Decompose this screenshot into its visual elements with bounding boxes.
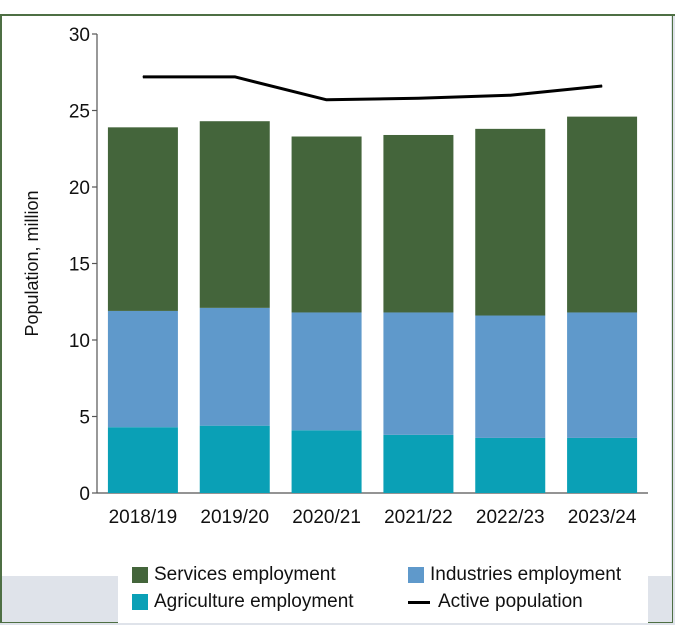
active-population-point-2	[326, 99, 328, 101]
legend-item-active: Active population	[408, 591, 583, 613]
chart-top-bar	[0, 0, 675, 16]
chart-legend: Services employment Industries employmen…	[118, 551, 648, 623]
legend-swatch-agriculture	[132, 594, 148, 610]
y-tick-label: 25	[69, 102, 90, 123]
x-tick-label: 2022/23	[476, 507, 545, 528]
y-axis-title: Population, million	[22, 190, 42, 336]
bar-services-1	[199, 121, 270, 308]
bar-agriculture-4	[475, 437, 546, 493]
labels-layer: 0 5 10 15 20 25 30 Population, million 2018/19 20…	[22, 25, 637, 528]
bar-industries-1	[199, 307, 270, 426]
x-tick-label: 2019/20	[200, 507, 269, 528]
axes-layer	[92, 33, 648, 494]
y-tick-label: 5	[79, 408, 90, 429]
legend-item-industries: Industries employment	[408, 564, 621, 586]
y-tick-label: 10	[69, 331, 90, 352]
bar-agriculture-0	[107, 427, 178, 493]
active-population-point-5	[601, 85, 603, 87]
x-tick-label: 2023/24	[568, 507, 637, 528]
bar-industries-0	[107, 310, 178, 428]
bar-industries-4	[475, 315, 546, 438]
legend-swatch-services	[132, 567, 148, 583]
legend-label-industries: Industries employment	[430, 564, 622, 585]
x-tick-label: 2020/21	[292, 507, 361, 528]
bar-agriculture-1	[199, 425, 270, 493]
x-tick-label: 2018/19	[109, 507, 178, 528]
y-tick-label: 0	[79, 484, 90, 505]
bar-services-2	[291, 136, 362, 313]
bars-layer	[107, 116, 638, 493]
bar-services-3	[383, 134, 454, 313]
active-population-point-0	[142, 76, 144, 78]
y-tick-label: 30	[69, 25, 90, 46]
active-population-line	[142, 75, 603, 102]
legend-swatch-industries	[408, 567, 424, 583]
legend-label-agriculture: Agriculture employment	[154, 591, 354, 612]
legend-item-agriculture: Agriculture employment	[132, 591, 354, 613]
bar-services-0	[107, 127, 178, 311]
bar-industries-5	[567, 312, 638, 438]
bar-services-5	[567, 116, 638, 313]
line-layer	[142, 75, 603, 102]
bar-services-4	[475, 128, 546, 316]
legend-label-services: Services employment	[154, 564, 336, 585]
active-population-point-1	[234, 76, 236, 78]
legend-label-active: Active population	[438, 591, 583, 612]
bar-industries-2	[291, 312, 362, 431]
active-population-point-3	[417, 97, 419, 99]
bar-agriculture-5	[567, 437, 638, 493]
bar-industries-3	[383, 312, 454, 435]
bar-agriculture-2	[291, 430, 362, 493]
bar-agriculture-3	[383, 434, 454, 493]
active-population-point-4	[509, 94, 511, 96]
legend-line-active	[408, 600, 430, 604]
legend-item-services: Services employment	[132, 564, 336, 586]
y-tick-label: 15	[69, 255, 90, 276]
y-tick-label: 20	[69, 178, 90, 199]
x-tick-label: 2021/22	[384, 507, 453, 528]
